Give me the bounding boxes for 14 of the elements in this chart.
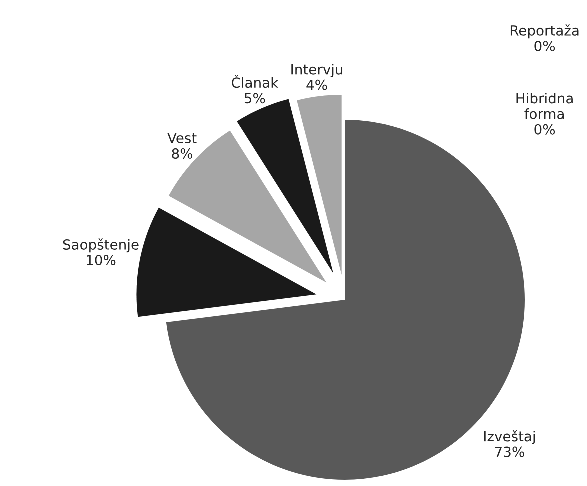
data-label: 73% [495,446,524,458]
data-label: 5% [244,93,266,104]
slice-label: Vest [168,133,197,144]
slice-label: Saopštenje [63,238,139,253]
data-label: 8% [172,148,193,160]
slice-label: Članak [232,75,279,88]
data-label: 10% [87,255,116,266]
slice-label: Intervju [292,64,343,78]
slice-label: Izveštaj [484,430,536,444]
text: 0% [534,40,556,52]
text: 0% [534,124,556,135]
category-label: Reportaža [510,24,579,39]
category-label: Hibridna forma [516,93,573,120]
data-label: 4% [306,80,328,90]
